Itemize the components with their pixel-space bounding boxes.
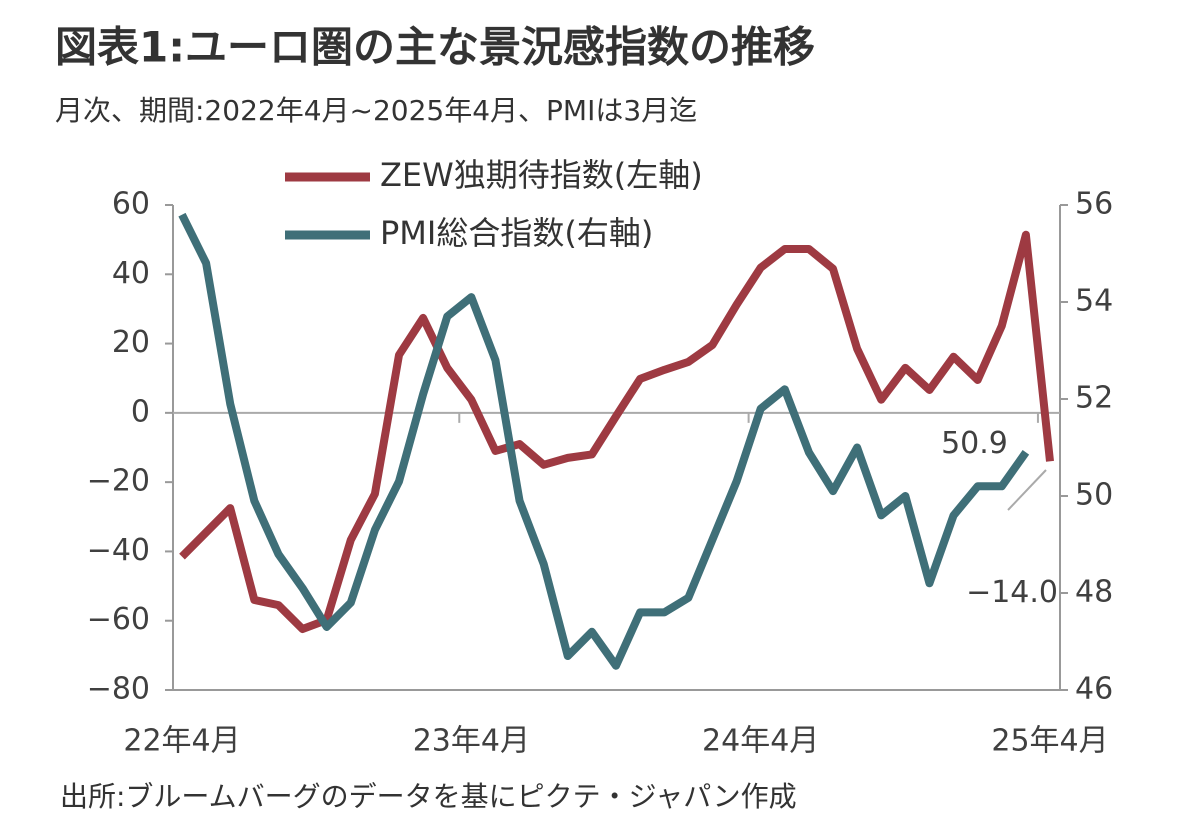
y-tick-label: 20 (112, 325, 150, 360)
chart-subtitle: 月次、期間:2022年4月~2025年4月、PMIは3月迄 (55, 94, 697, 127)
leader-line (1007, 469, 1047, 511)
data-label: −14.0 (966, 575, 1058, 610)
y2-tick-label: 48 (1075, 575, 1113, 610)
data-label: 50.9 (941, 426, 1008, 461)
legend-label: ZEW独期待指数(左軸) (380, 156, 703, 194)
x-tick-label: 22年4月 (123, 724, 240, 759)
x-tick-label: 23年4月 (413, 724, 530, 759)
y-tick-label: −20 (87, 464, 150, 499)
y2-tick-label: 46 (1075, 672, 1113, 707)
y2-tick-label: 54 (1075, 284, 1113, 319)
legend-label: PMI総合指数(右軸) (380, 214, 653, 252)
y-tick-label: 0 (131, 394, 150, 429)
y-tick-label: −40 (87, 533, 150, 568)
y-tick-label: 60 (112, 187, 150, 222)
source: 出所:ブルームバーグのデータを基にピクテ・ジャパン作成 (60, 780, 797, 813)
y-tick-label: −80 (87, 672, 150, 707)
x-tick-label: 24年4月 (702, 724, 819, 759)
y-tick-label: 40 (112, 256, 150, 291)
chart-title: 図表1:ユーロ圏の主な景況感指数の推移 (55, 23, 815, 72)
y2-tick-label: 56 (1075, 187, 1113, 222)
y-tick-label: −60 (87, 602, 150, 637)
series-line (179, 230, 1054, 634)
series-line (178, 212, 1030, 670)
x-tick-label: 25年4月 (991, 724, 1108, 759)
y2-tick-label: 52 (1075, 381, 1113, 416)
y2-tick-label: 50 (1075, 478, 1113, 513)
